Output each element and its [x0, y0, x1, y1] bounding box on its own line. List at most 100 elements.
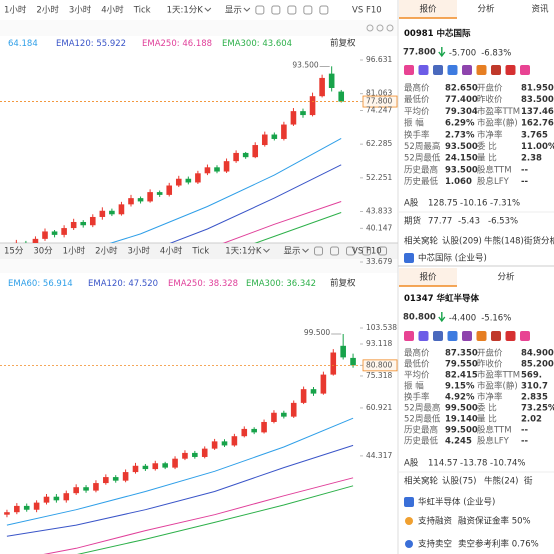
badge-icon[interactable] — [433, 331, 443, 341]
vs-button[interactable]: VS — [352, 247, 363, 257]
candle-body — [261, 134, 268, 146]
candle-body — [132, 465, 139, 473]
warrants-item: 相关窝轮 — [404, 476, 439, 487]
badge-icon[interactable] — [520, 65, 530, 75]
tool-icon[interactable] — [366, 24, 374, 32]
badge-icon[interactable] — [447, 331, 458, 341]
margin-detail: 融资保证金率 50% — [458, 516, 531, 527]
period-button[interactable]: 3小时 — [128, 246, 151, 257]
warrants-item[interactable]: 牛熊(24) — [484, 476, 518, 487]
badge-icon[interactable] — [491, 331, 501, 341]
period-button[interactable]: 1小时 — [4, 5, 27, 16]
warrants-item[interactable]: 认股(75) — [442, 476, 476, 487]
tab[interactable]: 报价 — [419, 4, 437, 15]
short-detail: 卖空参考利率 0.76% — [458, 539, 539, 550]
f10-button[interactable]: F10 — [366, 247, 382, 257]
badge-icon[interactable] — [505, 65, 516, 75]
tool-icon[interactable] — [378, 246, 388, 256]
tab[interactable]: 分析 — [497, 272, 515, 283]
display-menu[interactable]: 显示 — [284, 247, 301, 257]
warrants-item[interactable]: 认股(209) — [442, 236, 482, 247]
field-value: 99.500 — [445, 404, 478, 414]
tool-icon[interactable] — [330, 246, 340, 256]
period-button[interactable]: 4小时 — [101, 5, 124, 16]
tab[interactable]: 报价 — [419, 272, 437, 283]
tool-icon[interactable] — [255, 5, 265, 15]
tab[interactable]: 资讯 — [531, 4, 549, 15]
ema-line — [169, 164, 342, 243]
field-value: 4.92% — [445, 393, 475, 403]
badge-icon[interactable] — [404, 65, 414, 75]
period-button[interactable]: Tick — [133, 6, 151, 16]
y-tick-label: 52.251 — [366, 173, 392, 182]
tool-icon[interactable] — [346, 246, 356, 256]
adjust-button[interactable]: 前复权 — [330, 38, 356, 49]
candle-body — [233, 152, 239, 162]
badge-icon[interactable] — [476, 65, 487, 75]
badge-icon[interactable] — [418, 331, 429, 341]
badge-icon[interactable] — [462, 65, 472, 75]
candle-body — [14, 505, 20, 513]
candle-body — [103, 477, 109, 484]
futures-item: 期货 — [404, 216, 422, 227]
vs-button[interactable]: VS — [352, 6, 363, 16]
field-value: 137.46 — [521, 107, 554, 117]
company-link[interactable]: 华虹半导体 (企业号) — [418, 497, 495, 508]
legend-value: 64.184 — [8, 39, 38, 49]
badge-icon[interactable] — [418, 65, 429, 75]
field-label: 市盈率TTM — [477, 106, 520, 117]
tool-icon[interactable] — [287, 5, 297, 15]
y-tick-label: 43.833 — [366, 206, 392, 215]
period-button[interactable]: 1小时 — [63, 246, 86, 257]
company-link[interactable]: 中芯国际 (企业号) — [418, 253, 487, 264]
f10-button[interactable]: F10 — [366, 6, 382, 16]
period-button[interactable]: 4小时 — [160, 246, 183, 257]
tool-icon[interactable] — [386, 24, 394, 32]
candle-body — [281, 412, 287, 417]
display-menu[interactable]: 显示 — [225, 6, 242, 16]
legend-name: EMA120: — [88, 279, 126, 289]
badge-icon[interactable] — [520, 331, 530, 341]
legend-value: 47.520 — [128, 279, 158, 289]
badge-icon[interactable] — [462, 331, 472, 341]
candle-body — [309, 96, 316, 116]
tool-icon[interactable] — [376, 24, 384, 32]
period-button[interactable]: 15分 — [4, 247, 24, 257]
field-label: 股息LFY — [477, 436, 510, 447]
warrants-item[interactable]: 牛熊(148) — [484, 236, 524, 247]
tool-icon[interactable] — [314, 246, 324, 256]
price-tag — [362, 359, 398, 372]
badge-icon[interactable] — [433, 65, 443, 75]
candle-body — [350, 357, 356, 366]
warrants-item[interactable]: 街货分析 — [524, 236, 554, 247]
period-select[interactable]: 1天:1分K — [225, 247, 262, 257]
period-select[interactable]: 1天:1分K — [167, 6, 204, 16]
y-tick-label: 74.247 — [366, 105, 392, 114]
candle-body — [89, 216, 96, 226]
tool-icon[interactable] — [303, 5, 313, 15]
badge-icon[interactable] — [404, 331, 414, 341]
candle-body — [73, 487, 79, 494]
toolbar-strip — [0, 20, 398, 36]
ema-line — [222, 201, 342, 243]
badge-icon[interactable] — [447, 65, 458, 75]
stock-header: 00981 中芯国际 — [404, 28, 471, 39]
warrants-item[interactable]: 街 — [524, 476, 533, 487]
legend-value: 56.914 — [43, 279, 73, 289]
period-button[interactable]: 2小时 — [36, 5, 59, 16]
period-button[interactable]: 30分 — [33, 247, 53, 257]
adjust-button[interactable]: 前复权 — [330, 278, 356, 289]
tool-icon[interactable] — [319, 5, 329, 15]
period-button[interactable]: 3小时 — [69, 5, 92, 16]
badge-icon[interactable] — [491, 65, 501, 75]
badge-icon[interactable] — [476, 331, 487, 341]
period-button[interactable]: 2小时 — [95, 246, 118, 257]
period-button[interactable]: Tick — [191, 247, 209, 257]
candle-body — [242, 152, 249, 158]
tool-icon[interactable] — [362, 246, 372, 256]
badge-icon[interactable] — [505, 331, 516, 341]
tool-icon[interactable] — [271, 5, 281, 15]
tab[interactable]: 分析 — [477, 4, 495, 15]
dropdown-icon — [263, 248, 270, 253]
info-icon — [405, 540, 413, 548]
